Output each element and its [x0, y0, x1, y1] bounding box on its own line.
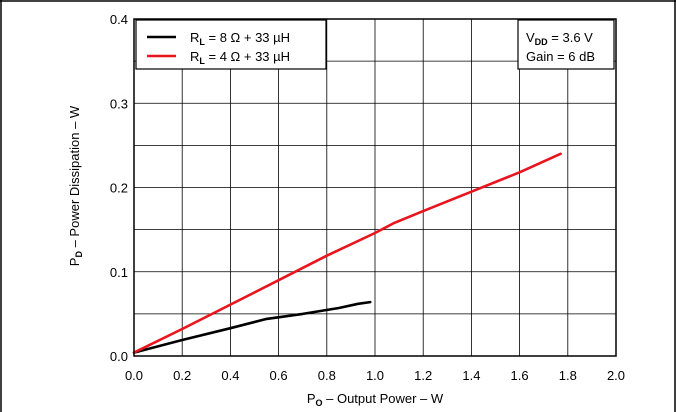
- annotation-vdd: VDD = 3.6 V: [526, 30, 593, 47]
- legend: RL = 8 Ω + 33 µH RL = 4 Ω + 33 µH: [135, 19, 327, 70]
- x-tick-label: 1.6: [511, 368, 529, 383]
- series-line-4ohm: [132, 152, 562, 354]
- annotation-gain: Gain = 6 dB: [526, 49, 595, 64]
- x-tick-label: 1.4: [462, 368, 480, 383]
- y-axis-title: PD – Power Dissipation – W: [67, 105, 84, 266]
- y-tick-labels: 0.0 0.1 0.2 0.3 0.4: [110, 12, 128, 364]
- y-tick-label: 0.2: [110, 181, 128, 196]
- legend-label-8ohm: RL = 8 Ω + 33 µH: [190, 30, 290, 47]
- x-tick-label: 0.6: [270, 368, 288, 383]
- y-tick-label: 0.4: [110, 12, 128, 27]
- y-tick-label: 0.1: [110, 265, 128, 280]
- x-tick-label: 2.0: [607, 368, 625, 383]
- grid: [134, 19, 616, 356]
- legend-label-4ohm: RL = 4 Ω + 33 µH: [190, 49, 290, 66]
- x-tick-label: 1.0: [366, 368, 384, 383]
- x-tick-label: 1.8: [559, 368, 577, 383]
- x-tick-labels: 0.0 0.2 0.4 0.6 0.8 1.0 1.2 1.4 1.6 1.8 2.0: [125, 368, 625, 383]
- x-tick-label: 0.2: [173, 368, 191, 383]
- annotation-box: [517, 19, 615, 70]
- series-layer: [132, 152, 562, 354]
- x-tick-label: 0.8: [318, 368, 336, 383]
- plot-area: [133, 18, 617, 357]
- y-tick-label: 0.0: [110, 349, 128, 364]
- conditions-annotation: VDD = 3.6 V Gain = 6 dB: [517, 19, 615, 70]
- series-line-8ohm: [132, 300, 372, 354]
- legend-box: [135, 19, 327, 70]
- x-tick-label: 0.0: [125, 368, 143, 383]
- x-tick-label: 0.4: [221, 368, 239, 383]
- y-tick-label: 0.3: [110, 96, 128, 111]
- x-tick-label: 1.2: [414, 368, 432, 383]
- x-axis-title: PO – Output Power – W: [307, 391, 444, 408]
